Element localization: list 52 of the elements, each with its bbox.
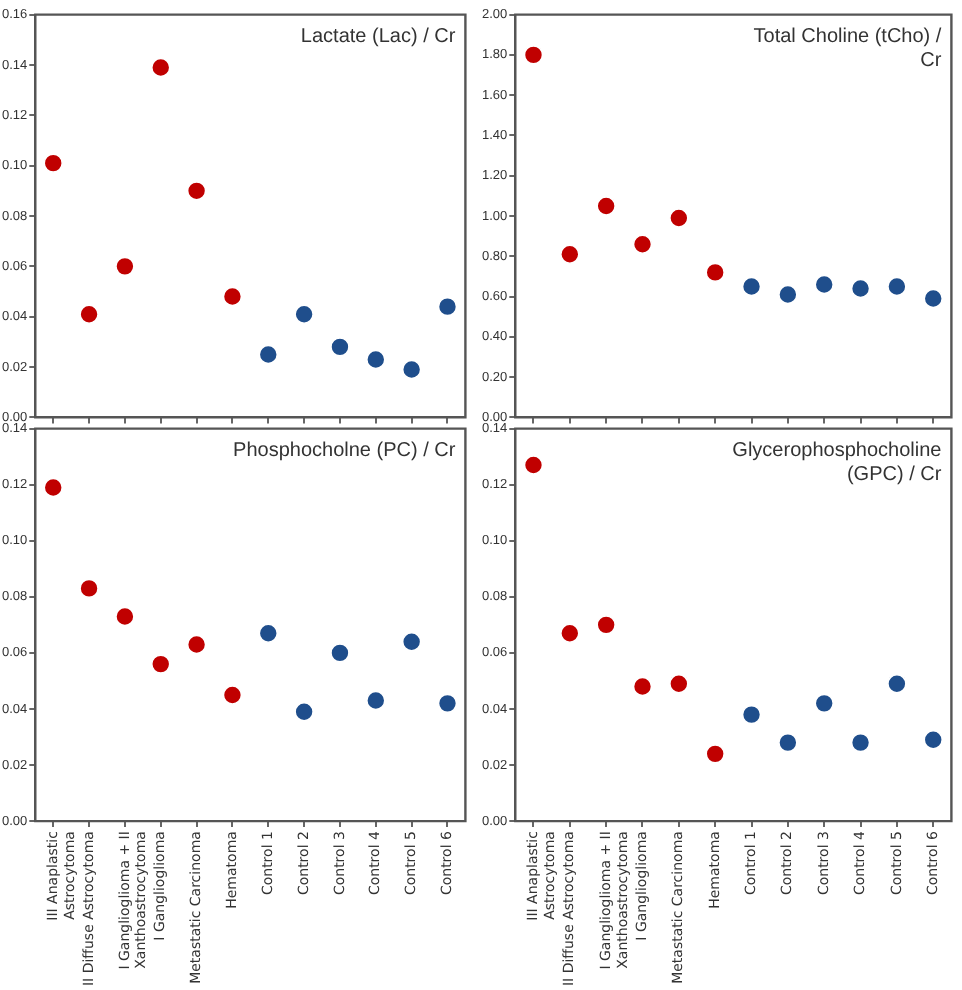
point bbox=[437, 296, 458, 317]
text: Total Choline (tCho) / Cr bbox=[753, 26, 943, 73]
text: Lactate (Lac) / Cr bbox=[300, 26, 457, 49]
point bbox=[401, 359, 422, 380]
point bbox=[115, 256, 135, 277]
point bbox=[669, 208, 689, 228]
point bbox=[632, 676, 653, 697]
point bbox=[705, 744, 725, 764]
point bbox=[401, 631, 422, 652]
point bbox=[923, 730, 944, 750]
point bbox=[330, 337, 350, 357]
point bbox=[43, 153, 64, 173]
point bbox=[79, 578, 99, 599]
point bbox=[560, 244, 580, 265]
point bbox=[222, 685, 243, 705]
point bbox=[115, 606, 135, 627]
point bbox=[43, 477, 64, 498]
point bbox=[632, 234, 653, 254]
point bbox=[523, 45, 544, 65]
point bbox=[741, 276, 762, 297]
point bbox=[437, 693, 458, 714]
point bbox=[150, 654, 171, 674]
point bbox=[705, 262, 725, 283]
point bbox=[596, 196, 616, 216]
text: Phosphocholne (PC) / Cr bbox=[233, 440, 457, 463]
point bbox=[778, 732, 798, 753]
point bbox=[258, 623, 279, 644]
point bbox=[923, 288, 944, 309]
point bbox=[258, 344, 279, 365]
point bbox=[887, 276, 907, 297]
point bbox=[669, 673, 689, 694]
point bbox=[850, 732, 871, 753]
point bbox=[366, 690, 386, 711]
point bbox=[294, 701, 314, 722]
point bbox=[887, 673, 907, 694]
point bbox=[523, 455, 544, 475]
point bbox=[150, 57, 171, 78]
point bbox=[560, 623, 580, 644]
point bbox=[741, 704, 762, 725]
point bbox=[366, 349, 386, 370]
text: Glycerophosphocholine (GPC) / Cr bbox=[732, 440, 943, 487]
point bbox=[294, 304, 314, 324]
point bbox=[186, 634, 207, 655]
point bbox=[330, 643, 350, 663]
point bbox=[222, 286, 243, 307]
point bbox=[79, 304, 99, 324]
point bbox=[850, 278, 871, 299]
point bbox=[596, 615, 616, 635]
point bbox=[814, 274, 835, 295]
point bbox=[186, 181, 207, 201]
point bbox=[778, 284, 798, 305]
point bbox=[814, 693, 835, 714]
